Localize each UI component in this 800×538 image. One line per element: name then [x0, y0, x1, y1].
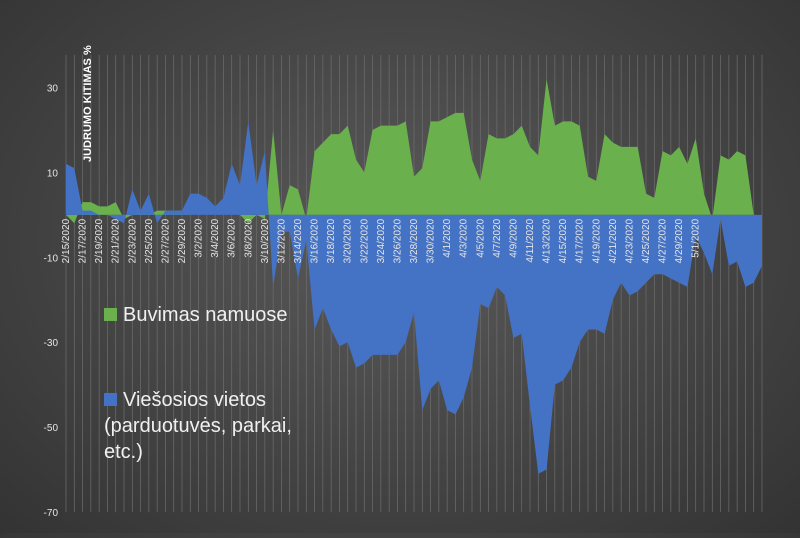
- x-tick-label: 4/17/2020: [575, 218, 586, 263]
- x-tick-label: 3/6/2020: [227, 218, 238, 257]
- legend-swatch-public: [104, 393, 117, 406]
- legend-label-public: (parduotuvės, parkai,: [104, 415, 292, 437]
- x-tick-label: 4/29/2020: [674, 218, 685, 263]
- x-tick-label: 3/2/2020: [194, 218, 205, 257]
- x-tick-label: 2/25/2020: [144, 218, 155, 263]
- series-area-public: [66, 121, 762, 474]
- legend-swatch-home: [104, 308, 117, 321]
- x-tick-label: 2/15/2020: [61, 218, 72, 263]
- x-tick-label: 4/21/2020: [608, 218, 619, 263]
- y-tick-label: -30: [44, 338, 59, 349]
- y-tick-label: -50: [44, 423, 59, 434]
- x-tick-label: 5/1/2020: [691, 218, 702, 257]
- x-tick-label: 4/7/2020: [492, 218, 503, 257]
- x-tick-label: 4/19/2020: [591, 218, 602, 263]
- x-tick-label: 4/25/2020: [641, 218, 652, 263]
- x-tick-label: 3/8/2020: [243, 218, 254, 257]
- y-tick-label: -10: [44, 253, 59, 264]
- y-tick-label: -70: [44, 508, 59, 519]
- x-tick-label: 4/23/2020: [624, 218, 635, 263]
- x-tick-label: 3/22/2020: [359, 218, 370, 263]
- y-tick-label: 10: [47, 168, 59, 179]
- x-tick-label: 3/18/2020: [326, 218, 337, 263]
- x-tick-label: 3/24/2020: [376, 218, 387, 263]
- x-tick-label: 3/16/2020: [310, 218, 321, 263]
- x-tick-label: 4/15/2020: [558, 218, 569, 263]
- x-tick-label: 3/30/2020: [426, 218, 437, 263]
- x-tick-label: 4/3/2020: [459, 218, 470, 257]
- x-tick-label: 2/17/2020: [78, 218, 89, 263]
- x-tick-label: 2/23/2020: [127, 218, 138, 263]
- x-tick-label: 4/13/2020: [542, 218, 553, 263]
- y-axis-label: JUDRUMO KITIMAS %: [82, 45, 94, 162]
- x-tick-label: 2/21/2020: [111, 218, 122, 263]
- x-tick-label: 2/19/2020: [94, 218, 105, 263]
- x-tick-label: 4/5/2020: [475, 218, 486, 257]
- x-tick-label: 3/4/2020: [210, 218, 221, 257]
- x-tick-label: 4/11/2020: [525, 218, 536, 262]
- legend-label-public: etc.): [104, 441, 143, 463]
- series-area-home: [66, 78, 762, 224]
- x-tick-label: 3/28/2020: [409, 218, 420, 263]
- x-tick-label: 2/29/2020: [177, 218, 188, 263]
- x-tick-label: 4/9/2020: [508, 218, 519, 257]
- x-tick-label: 3/26/2020: [392, 218, 403, 263]
- x-tick-label: 2/27/2020: [160, 218, 171, 263]
- x-tick-label: 3/12/2020: [276, 218, 287, 263]
- x-tick-label: 4/27/2020: [658, 218, 669, 263]
- x-tick-label: 3/20/2020: [343, 218, 354, 263]
- legend-label-public: Viešosios vietos: [123, 389, 266, 411]
- legend-label-home: Buvimas namuose: [123, 304, 288, 326]
- y-tick-label: 30: [47, 83, 59, 94]
- x-tick-label: 3/10/2020: [260, 218, 271, 263]
- x-tick-label: 3/14/2020: [293, 218, 304, 263]
- x-tick-label: 4/1/2020: [442, 218, 453, 257]
